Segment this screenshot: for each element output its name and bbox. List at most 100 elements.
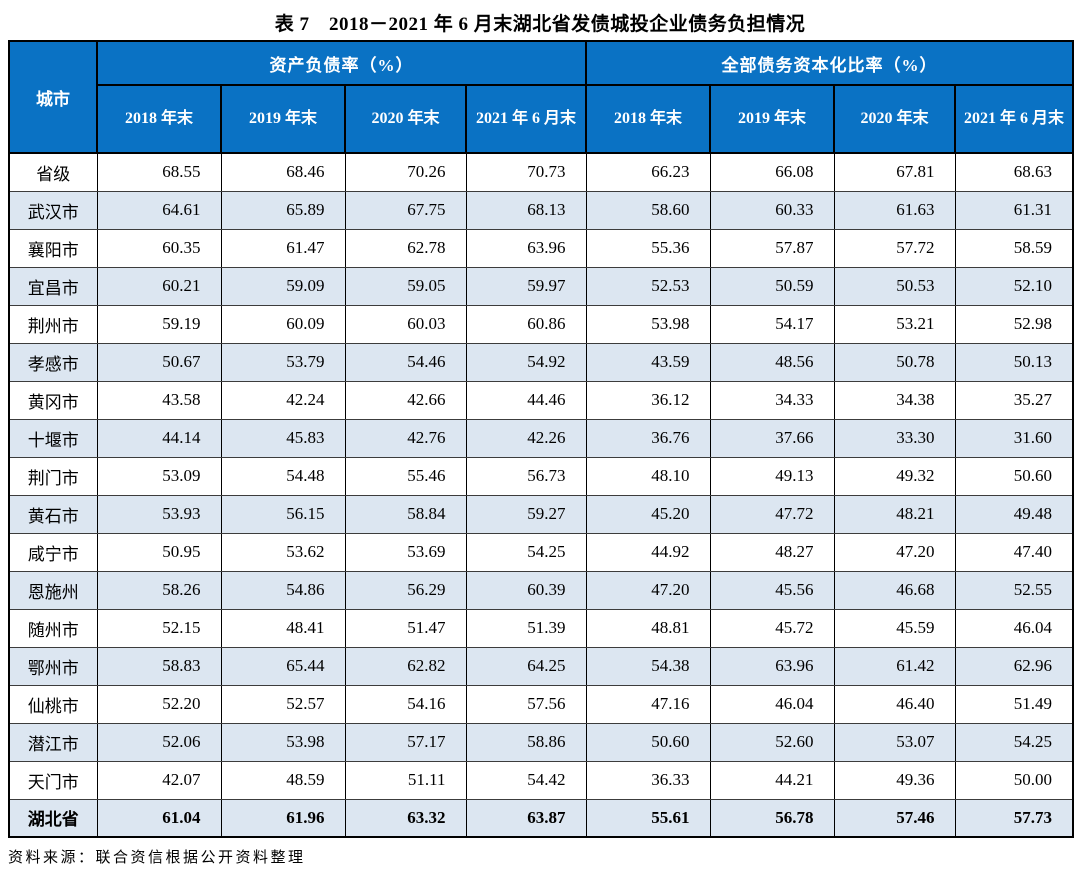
value-cell: 63.87 [465,798,587,838]
value-cell: 58.84 [344,494,467,534]
table-title: 表 7 2018－2021 年 6 月末湖北省发债城投企业债务负担情况 [274,14,806,35]
value-cell: 59.19 [96,304,222,344]
city-name: 襄阳市 [8,228,98,268]
value-cell: 54.42 [465,760,587,800]
value-cell: 42.76 [344,418,467,458]
city-name: 十堰市 [8,418,98,458]
col-header-2021h1: 2021 年 6 月末 [954,84,1074,154]
value-cell: 46.68 [833,570,956,610]
value-cell: 48.27 [709,532,835,572]
value-cell: 54.16 [344,684,467,724]
corner-header-city: 城市 [8,40,98,154]
value-cell: 52.06 [96,722,222,762]
value-cell: 60.03 [344,304,467,344]
sub-header-row: 2018 年末 2019 年末 2020 年末 2021 年 6 月末 2018… [9,84,1074,154]
col-header-2019: 2019 年末 [709,84,835,154]
value-cell: 61.63 [833,190,956,230]
value-cell: 51.47 [344,608,467,648]
value-cell: 68.63 [954,152,1074,192]
value-cell: 48.41 [220,608,346,648]
value-cell: 64.25 [465,646,587,686]
value-cell: 56.73 [465,456,587,496]
col-header-2020: 2020 年末 [833,84,956,154]
city-name: 仙桃市 [8,684,98,724]
value-cell: 60.39 [465,570,587,610]
city-name: 荆州市 [8,304,98,344]
table-row: 十堰市 44.14 45.83 42.76 42.26 36.76 37.66 33.30 31… [8,418,1074,458]
table-row: 黄冈市 43.58 42.24 42.66 44.46 36.12 34.33 34.38 35… [8,380,1074,420]
value-cell: 53.69 [344,532,467,572]
value-cell: 50.95 [96,532,222,572]
value-cell: 42.07 [96,760,222,800]
value-cell: 67.75 [344,190,467,230]
value-cell: 52.98 [954,304,1074,344]
value-cell: 56.15 [220,494,346,534]
table-row: 咸宁市 50.95 53.62 53.69 54.25 44.92 48.27 47.20 47… [8,532,1074,572]
value-cell: 57.56 [465,684,587,724]
value-cell: 44.92 [585,532,711,572]
value-cell: 54.48 [220,456,346,496]
city-name: 恩施州 [8,570,98,610]
value-cell: 50.60 [954,456,1074,496]
value-cell: 48.81 [585,608,711,648]
value-cell: 66.23 [585,152,711,192]
value-cell: 36.76 [585,418,711,458]
value-cell: 46.04 [954,608,1074,648]
value-cell: 47.20 [833,532,956,572]
value-cell: 45.20 [585,494,711,534]
value-cell: 56.78 [709,798,835,838]
city-name: 天门市 [8,760,98,800]
value-cell: 49.13 [709,456,835,496]
value-cell: 62.82 [344,646,467,686]
value-cell: 52.60 [709,722,835,762]
value-cell: 57.72 [833,228,956,268]
value-cell: 44.14 [96,418,222,458]
value-cell: 43.58 [96,380,222,420]
value-cell: 50.78 [833,342,956,382]
value-cell: 50.00 [954,760,1074,800]
value-cell: 58.60 [585,190,711,230]
value-cell: 58.86 [465,722,587,762]
col-header-2019: 2019 年末 [220,84,346,154]
value-cell: 54.25 [954,722,1074,762]
value-cell: 70.26 [344,152,467,192]
value-cell: 54.46 [344,342,467,382]
value-cell: 49.48 [954,494,1074,534]
table-row: 荆门市 53.09 54.48 55.46 56.73 48.10 49.13 49.32 50… [8,456,1074,496]
value-cell: 51.39 [465,608,587,648]
table-row: 襄阳市 60.35 61.47 62.78 63.96 55.36 57.87 57.72 58… [8,228,1074,268]
value-cell: 44.46 [465,380,587,420]
city-name: 黄石市 [8,494,98,534]
value-cell: 55.61 [585,798,711,838]
value-cell: 60.33 [709,190,835,230]
value-cell: 59.97 [465,266,587,306]
value-cell: 47.72 [709,494,835,534]
value-cell: 59.05 [344,266,467,306]
value-cell: 43.59 [585,342,711,382]
value-cell: 58.26 [96,570,222,610]
col-header-2018: 2018 年末 [96,84,222,154]
value-cell: 63.96 [709,646,835,686]
group-header-asset-liability-ratio: 资产负债率（%） [96,40,587,86]
city-name: 武汉市 [8,190,98,230]
value-cell: 63.32 [344,798,467,838]
value-cell: 48.21 [833,494,956,534]
value-cell: 34.38 [833,380,956,420]
value-cell: 54.17 [709,304,835,344]
value-cell: 50.60 [585,722,711,762]
value-cell: 56.29 [344,570,467,610]
value-cell: 52.55 [954,570,1074,610]
value-cell: 31.60 [954,418,1074,458]
value-cell: 45.72 [709,608,835,648]
table-row: 黄石市 53.93 56.15 58.84 59.27 45.20 47.72 48.21 49… [8,494,1074,534]
value-cell: 35.27 [954,380,1074,420]
table-row: 湖北省 61.04 61.96 63.32 63.87 55.61 56.78 57.46 57… [8,798,1074,838]
value-cell: 53.79 [220,342,346,382]
value-cell: 65.89 [220,190,346,230]
value-cell: 53.21 [833,304,956,344]
city-name: 孝感市 [8,342,98,382]
city-name: 随州市 [8,608,98,648]
value-cell: 59.27 [465,494,587,534]
value-cell: 48.59 [220,760,346,800]
